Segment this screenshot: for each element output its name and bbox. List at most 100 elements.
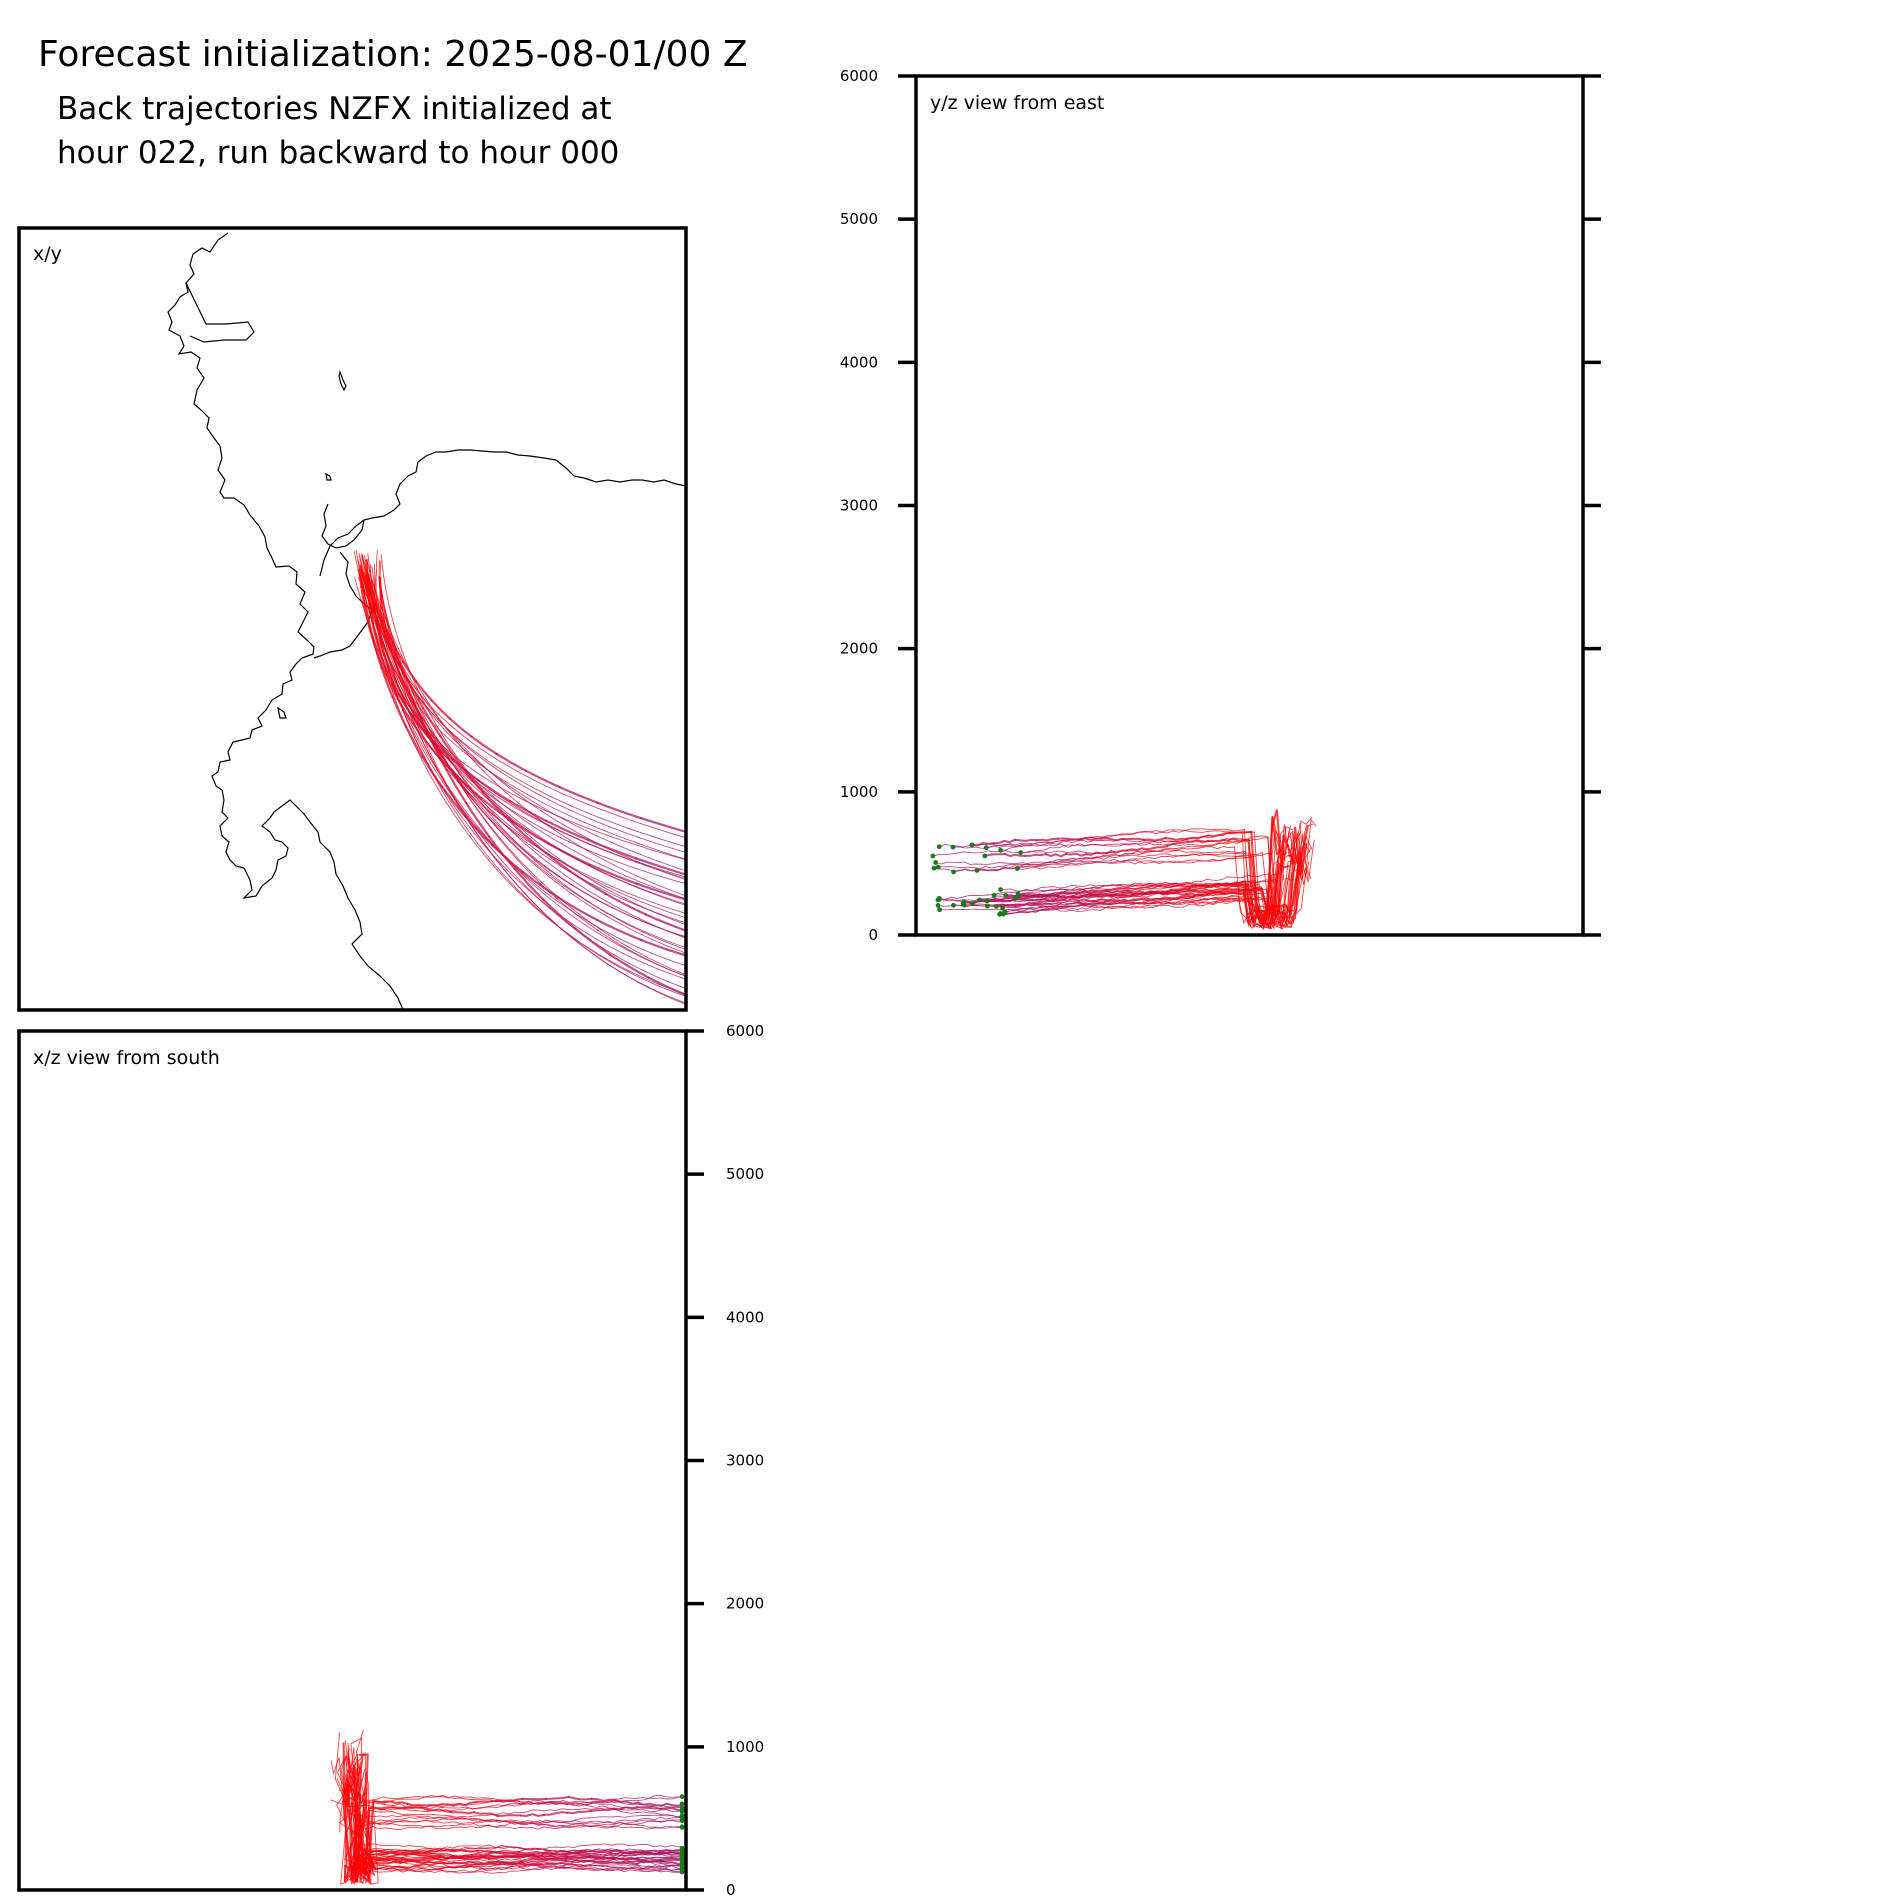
- y-tick-label: 1000: [726, 1738, 764, 1756]
- xy-trajectory: [600, 901, 644, 922]
- xy-trajectory: [395, 702, 411, 736]
- yz-endpoint-marker: [1016, 892, 1021, 898]
- yz-trajectory: [1082, 860, 1105, 863]
- xz-trajectory: [537, 1848, 563, 1853]
- yz-trajectory: [1291, 847, 1312, 920]
- xz-trajectory: [376, 1857, 403, 1862]
- xy-trajectory: [391, 695, 408, 728]
- xy-trajectory: [421, 734, 441, 762]
- xz-trajectory: [519, 1826, 545, 1830]
- xy-trajectory: [426, 745, 445, 781]
- yz-trajectory: [1185, 878, 1208, 884]
- xz-trajectory: [561, 1862, 587, 1867]
- yz-trajectory: [1103, 883, 1123, 887]
- xy-trajectory: [641, 906, 686, 924]
- xz-trajectory: [613, 1809, 638, 1814]
- yz-trajectory: [1017, 894, 1039, 898]
- yz-trajectory: [1169, 889, 1195, 894]
- xy-trajectory: [635, 882, 686, 901]
- xz-trajectory: [538, 1823, 564, 1828]
- xz-trajectory: [396, 1826, 422, 1830]
- y-tick-label: 3000: [726, 1452, 764, 1470]
- xz-trajectory: [452, 1846, 477, 1851]
- xz-trajectory: [464, 1844, 490, 1847]
- xy-trajectory: [416, 742, 435, 777]
- yz-trajectory: [1184, 830, 1209, 833]
- xz-trajectory: [417, 1818, 443, 1823]
- xy-trajectory: [643, 930, 686, 949]
- xy-trajectory: [560, 850, 600, 872]
- xy-trajectory: [381, 636, 391, 662]
- yz-trajectory: [1244, 850, 1270, 929]
- xy-trajectory: [500, 780, 531, 804]
- xz-trajectory: [499, 1799, 524, 1804]
- yz-trajectory: [1165, 847, 1190, 851]
- xz-trajectory: [589, 1821, 615, 1825]
- yz-trajectory: [1073, 899, 1099, 904]
- xy-trajectory: [368, 623, 379, 651]
- yz-trajectory: [1261, 809, 1283, 926]
- xy-trajectory: [390, 677, 404, 711]
- xz-trajectory: [448, 1859, 474, 1863]
- yz-trajectory: [1035, 886, 1061, 891]
- xy-trajectory: [448, 717, 473, 738]
- xz-trajectory: [465, 1806, 491, 1810]
- yz-trajectory: [1031, 898, 1057, 902]
- yz-trajectory: [938, 843, 964, 848]
- yz-trajectory: [1128, 884, 1154, 888]
- xy-trajectory: [422, 693, 440, 719]
- xz-endpoint-marker: [679, 1825, 685, 1830]
- xy-trajectory: [496, 868, 528, 901]
- yz-trajectory: [1032, 860, 1057, 865]
- yz-trajectory: [1207, 830, 1232, 833]
- yz-trajectory: [1082, 902, 1105, 906]
- xy-trajectory: [388, 657, 402, 683]
- yz-trajectory: [1086, 884, 1109, 890]
- xz-trajectory: [636, 1811, 662, 1815]
- yz-trajectory: [1164, 837, 1188, 841]
- xz-trajectory: [468, 1818, 494, 1822]
- island: [277, 706, 287, 719]
- xy-trajectory: [553, 856, 595, 879]
- xy-trajectory: [445, 768, 468, 805]
- xy-trajectory: [528, 852, 563, 879]
- yz-endpoint-marker: [935, 864, 941, 870]
- xy-trajectory: [391, 650, 402, 682]
- xy-trajectory: [477, 779, 511, 803]
- xz-trajectory: [426, 1816, 451, 1820]
- xy-trajectory: [470, 792, 498, 819]
- xy-trajectory: [521, 870, 559, 899]
- xy-trajectory: [575, 892, 612, 916]
- xy-trajectory: [496, 806, 528, 830]
- yz-trajectory: [1102, 850, 1129, 854]
- xy-trajectory: [415, 699, 431, 732]
- yz-trajectory: [1123, 898, 1146, 903]
- xz-trajectory: [610, 1800, 637, 1805]
- xy-trajectory: [393, 624, 403, 652]
- xz-trajectory: [659, 1845, 685, 1849]
- xy-trajectory: [643, 962, 686, 980]
- xz-trajectory: [545, 1862, 569, 1866]
- yz-trajectory: [1177, 901, 1198, 906]
- yz-trajectory: [1242, 896, 1264, 901]
- yz-trajectory: [1009, 866, 1036, 870]
- xy-trajectory: [388, 669, 400, 694]
- xy-trajectory: [543, 886, 576, 915]
- yz-trajectory: [1041, 906, 1062, 910]
- yz-trajectory: [1146, 845, 1169, 851]
- yz-trajectory: [1103, 844, 1125, 847]
- xy-trajectory: [418, 738, 438, 770]
- xz-trajectory: [610, 1866, 636, 1870]
- xy-trajectory: [353, 551, 360, 576]
- yz-endpoint-marker: [998, 847, 1003, 853]
- yz-trajectory: [1253, 854, 1278, 927]
- yz-trajectory: [1206, 854, 1231, 857]
- yz-trajectory: [1022, 905, 1043, 910]
- xy-trajectory: [573, 909, 610, 936]
- xy-trajectory: [400, 685, 415, 714]
- yz-trajectory: [1078, 850, 1104, 854]
- xz-trajectory: [518, 1850, 544, 1855]
- xy-trajectory: [392, 643, 404, 675]
- xz-trajectory: [585, 1843, 612, 1846]
- yz-endpoint-marker: [1003, 893, 1009, 898]
